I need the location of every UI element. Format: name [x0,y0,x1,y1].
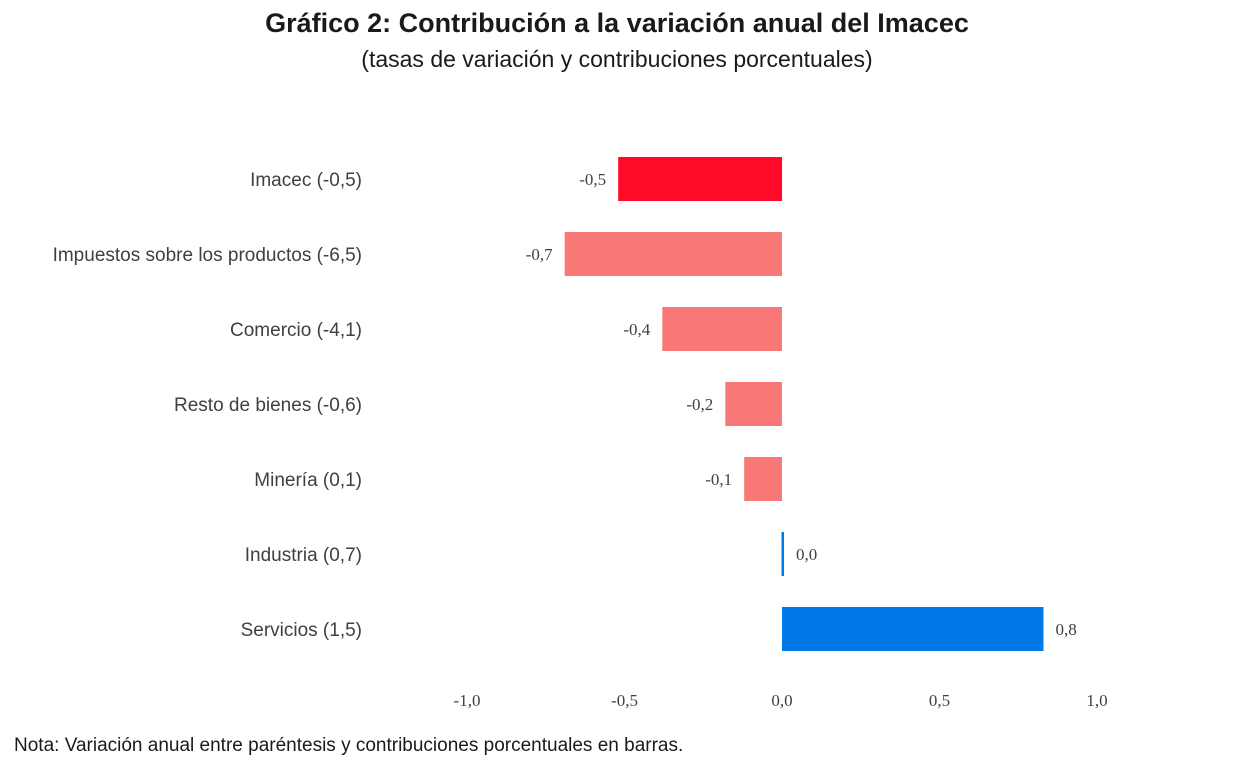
value-label: 0,0 [796,545,817,564]
bar [725,382,782,426]
bar [662,307,782,351]
category-label: Minería (0,1) [254,470,362,491]
value-label: -0,1 [705,470,732,489]
value-label: -0,7 [526,245,553,264]
x-tick-label: -1,0 [454,691,481,710]
category-label: Imacec (-0,5) [250,170,362,191]
x-tick-label: 0,5 [929,691,950,710]
bar [781,532,784,576]
bar [782,607,1044,651]
chart-title: Gráfico 2: Contribución a la variación a… [265,8,969,38]
value-label: 0,8 [1055,620,1076,639]
bar [744,457,782,501]
category-label: Resto de bienes (-0,6) [174,395,362,416]
chart-subtitle: (tasas de variación y contribuciones por… [361,46,873,72]
value-label: -0,5 [579,170,606,189]
bar-chart: Imacec (-0,5) -0,5 Impuestos sobre los pro… [53,157,1108,710]
category-label: Impuestos sobre los productos (-6,5) [53,245,362,266]
value-label: -0,2 [686,395,713,414]
bar [618,157,782,201]
value-label: -0,4 [623,320,650,339]
category-label: Industria (0,7) [245,545,362,566]
x-tick-label: 1,0 [1086,691,1107,710]
x-tick-label: 0,0 [771,691,792,710]
x-tick-label: -0,5 [611,691,638,710]
bar [564,232,782,276]
category-label: Servicios (1,5) [241,620,362,641]
chart-note: Nota: Variación anual entre paréntesis y… [14,735,684,756]
category-label: Comercio (-4,1) [230,320,362,341]
